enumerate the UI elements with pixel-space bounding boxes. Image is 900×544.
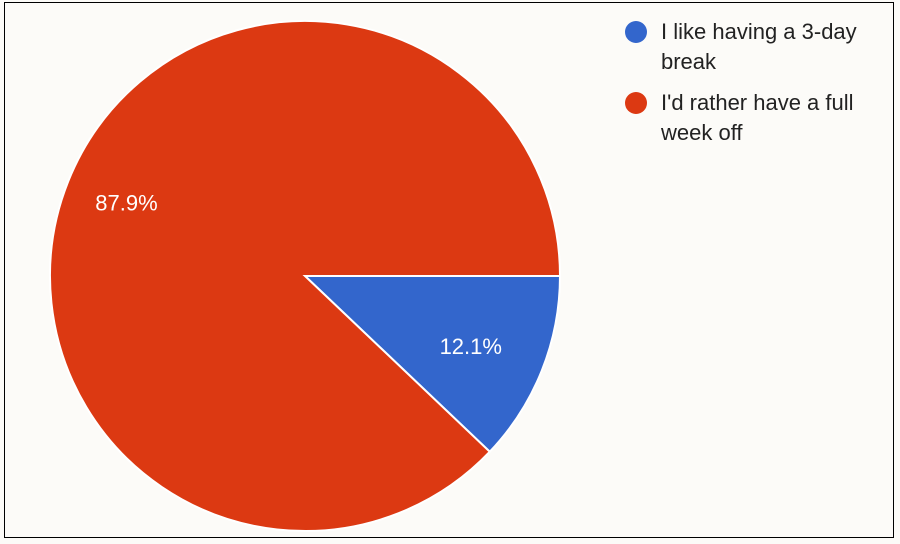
legend-swatch-icon xyxy=(625,92,647,114)
pie-slice xyxy=(50,21,560,531)
legend-label: I like having a 3-day break xyxy=(661,17,885,76)
pie-chart: 12.1% 87.9% xyxy=(45,11,585,544)
slice-label: 12.1% xyxy=(440,334,502,359)
slice-label: 87.9% xyxy=(95,190,157,215)
legend-item: I'd rather have a full week off xyxy=(625,88,885,147)
chart-frame: 12.1% 87.9% I like having a 3-day break I… xyxy=(4,2,894,538)
legend-label: I'd rather have a full week off xyxy=(661,88,885,147)
legend: I like having a 3-day break I'd rather h… xyxy=(625,17,885,160)
legend-item: I like having a 3-day break xyxy=(625,17,885,76)
legend-swatch-icon xyxy=(625,21,647,43)
pie-svg: 12.1% 87.9% xyxy=(45,11,585,541)
